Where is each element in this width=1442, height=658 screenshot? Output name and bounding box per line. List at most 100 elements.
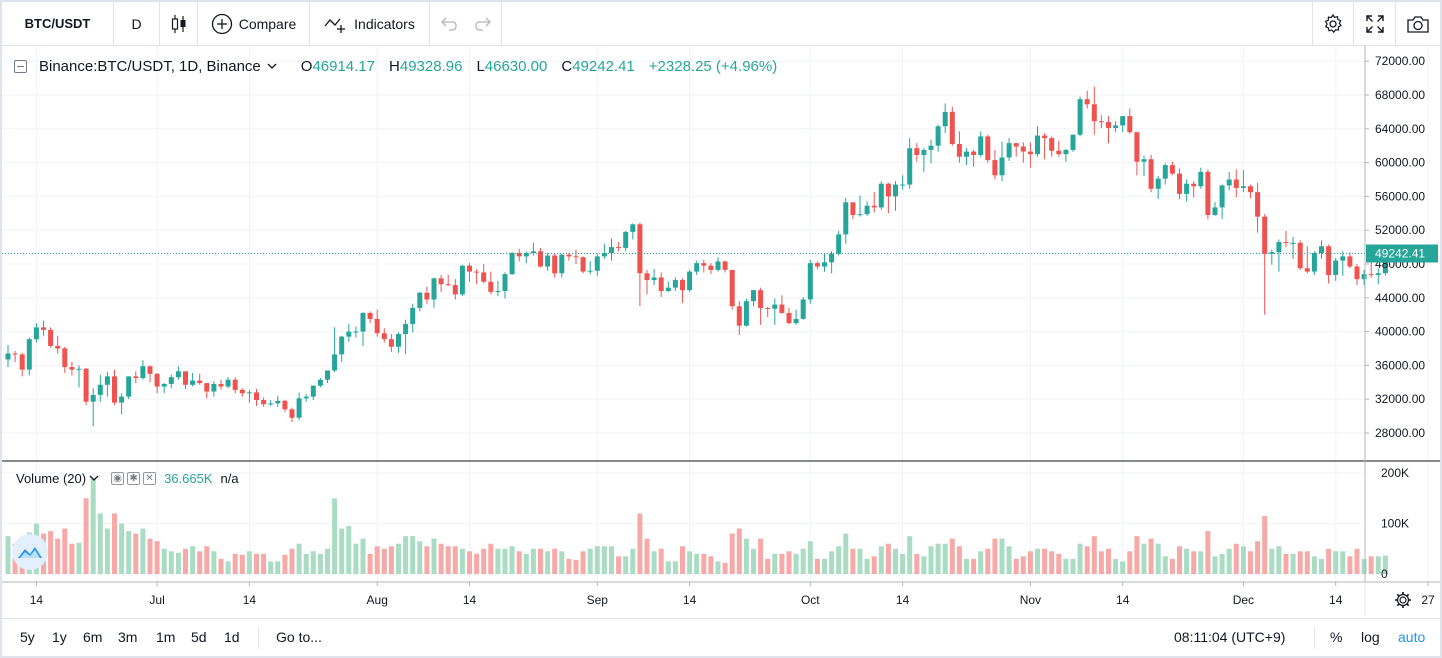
volume-bar <box>722 562 728 574</box>
candle-down <box>1127 116 1133 133</box>
candles <box>5 86 1388 427</box>
candle-down <box>112 376 117 403</box>
volume-bar <box>403 536 409 574</box>
percent-scale-button[interactable]: % <box>1330 629 1343 645</box>
volume-bar <box>211 551 217 574</box>
chart-candles-icon <box>171 14 185 33</box>
gear-icon[interactable] <box>1395 592 1411 608</box>
screenshot-button[interactable] <box>1396 2 1440 45</box>
candle-down <box>616 247 622 249</box>
chart-area[interactable]: 72000.00 68000.00 64000.00 60000.00 56000.00… <box>2 46 1440 616</box>
candle-up <box>1333 260 1339 275</box>
range-5y-button[interactable]: 5y <box>20 629 35 645</box>
volume-bar <box>5 536 11 574</box>
series-title[interactable]: Binance:BTC/USDT, 1D, Binance <box>39 57 261 75</box>
volume-bar <box>545 551 551 574</box>
range-5d-button[interactable]: 5d <box>191 629 207 645</box>
interval-button[interactable]: D <box>114 2 160 45</box>
volume-bar <box>254 553 259 574</box>
range-1y-button[interactable]: 1y <box>52 629 67 645</box>
candle-up <box>346 331 352 337</box>
undo-button[interactable] <box>430 2 466 45</box>
range-1m-button[interactable]: 1m <box>156 629 176 645</box>
compare-label: Compare <box>238 15 297 32</box>
candle-down <box>637 224 643 274</box>
gear-icon[interactable]: ✱ <box>127 471 141 485</box>
candle-down <box>438 278 444 285</box>
symbol-search-button[interactable]: BTC/USDT <box>2 2 114 45</box>
volume-bar <box>1382 555 1388 574</box>
range-1d-button[interactable]: 1d <box>224 629 240 645</box>
candle-down <box>488 281 494 292</box>
range-6m-button[interactable]: 6m <box>83 629 103 645</box>
candle-down <box>871 205 877 208</box>
settings-button[interactable] <box>1312 2 1354 45</box>
candle-up <box>978 136 984 155</box>
interval-label: D <box>131 15 142 32</box>
candle-up <box>751 290 756 302</box>
candle-down <box>729 269 735 307</box>
volume-bar <box>183 548 188 574</box>
volume-bar <box>758 538 764 574</box>
divider <box>258 627 259 649</box>
eye-icon[interactable]: ◉ <box>111 471 125 485</box>
volume-bar <box>822 558 827 574</box>
chart-type-button[interactable] <box>160 2 198 45</box>
volume-bar <box>1248 551 1253 574</box>
candle-up <box>900 184 906 186</box>
range-3m-button[interactable]: 3m <box>118 629 138 645</box>
low-value: 46630.00 <box>484 57 548 75</box>
goto-button[interactable]: Go to... <box>276 629 322 645</box>
volume-bar <box>978 551 984 574</box>
volume-title[interactable]: Volume (20) <box>16 470 87 486</box>
volume-bar <box>374 546 380 574</box>
price-tick-label: 36000.00 <box>1375 358 1425 372</box>
volume-bar <box>410 536 416 574</box>
candle-up <box>793 318 799 324</box>
volume-bar <box>885 543 891 574</box>
volume-bar <box>751 548 756 574</box>
volume-bar <box>225 561 231 574</box>
chevron-down-icon[interactable] <box>267 62 277 70</box>
volume-bar <box>871 556 877 574</box>
undo-icon <box>441 17 457 31</box>
tradingview-logo-icon[interactable] <box>12 534 48 570</box>
redo-button[interactable] <box>466 2 502 45</box>
volume-bar <box>956 546 962 574</box>
volume-bar <box>800 548 806 574</box>
candle-up <box>161 383 167 387</box>
volume-bar <box>729 533 735 574</box>
log-scale-button[interactable]: log <box>1361 629 1380 645</box>
candle-up <box>651 277 657 281</box>
top-toolbar: BTC/USDT D Compare Indicators <box>2 2 1440 46</box>
symbol-label: BTC/USDT <box>24 16 91 31</box>
volume-bar <box>417 541 423 574</box>
chevron-down-icon[interactable] <box>89 474 99 482</box>
time-tick-label: 14 <box>463 593 477 607</box>
close-key: C <box>561 57 573 75</box>
candle-up <box>822 262 827 267</box>
candle-up <box>90 394 96 402</box>
volume-bar <box>1113 558 1119 574</box>
candle-up <box>594 256 600 271</box>
volume-tick-label: 200K <box>1381 466 1409 480</box>
auto-scale-button[interactable]: auto <box>1398 629 1426 645</box>
volume-bar <box>48 531 54 574</box>
candle-down <box>133 376 139 379</box>
volume-bar <box>637 513 643 574</box>
volume-bar <box>559 551 565 574</box>
compare-button[interactable]: Compare <box>198 2 310 45</box>
candle-up <box>5 353 11 360</box>
candle-down <box>1354 266 1360 280</box>
volume-bar <box>83 498 89 574</box>
close-icon[interactable]: ✕ <box>143 471 157 485</box>
candle-down <box>48 329 54 346</box>
fullscreen-button[interactable] <box>1354 2 1396 45</box>
indicators-button[interactable]: Indicators <box>310 2 430 45</box>
candle-down <box>985 136 991 161</box>
candle-down <box>971 151 977 155</box>
clock-timezone[interactable]: 08:11:04 (UTC+9) <box>1174 629 1286 645</box>
volume-bar <box>1070 558 1076 574</box>
collapse-legend-button[interactable] <box>14 59 27 73</box>
candle-up <box>26 339 32 370</box>
